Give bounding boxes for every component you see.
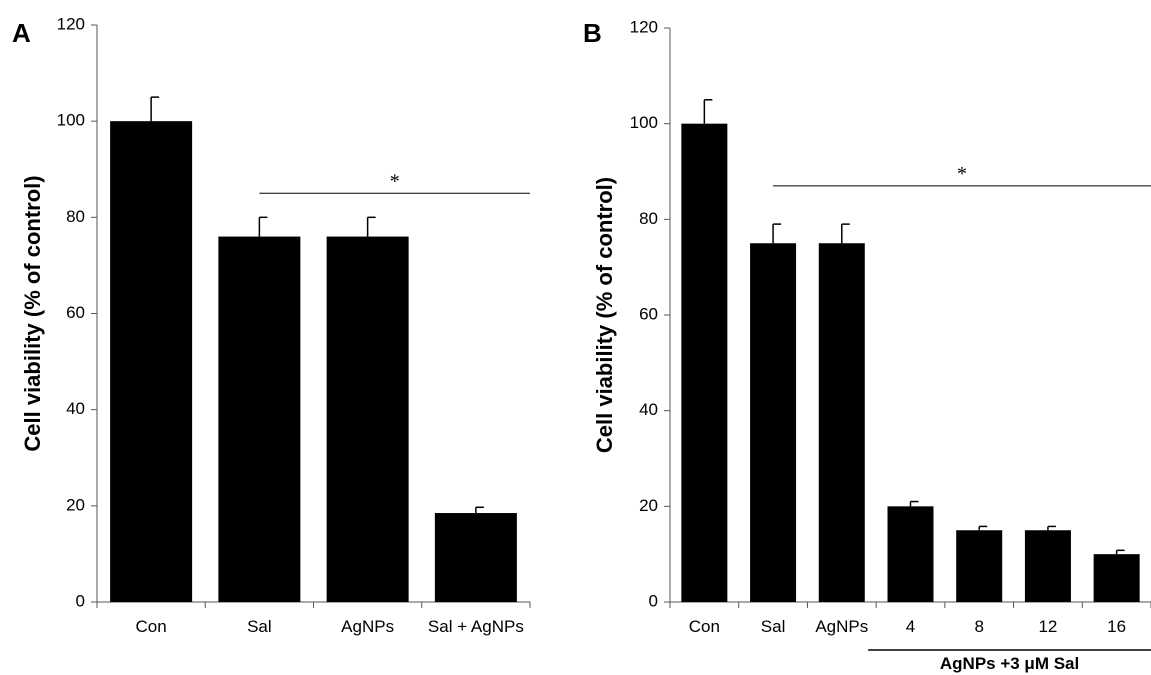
y-axis-title: Cell viability (% of control) <box>592 177 617 453</box>
y-tick-label: 80 <box>639 209 658 228</box>
bar <box>750 243 797 602</box>
bar <box>956 530 1003 602</box>
y-tick-label: 60 <box>639 304 658 323</box>
y-tick-label: 100 <box>630 113 658 132</box>
group-label: AgNPs +3 μM Sal <box>940 654 1079 673</box>
x-tick-label: AgNPs <box>815 617 868 636</box>
y-tick-label: 40 <box>639 400 658 419</box>
x-tick-label: 12 <box>1038 617 1057 636</box>
y-tick-label: 120 <box>57 14 85 33</box>
panel-b: B Cell viability (% of control) 0 20 40 60 80 1… <box>583 17 1151 673</box>
bar <box>110 121 193 603</box>
x-tick-label: Con <box>136 617 167 636</box>
y-tick-label: 0 <box>76 591 85 610</box>
x-tick-label: Sal <box>247 617 272 636</box>
panel-a: A Cell viability (% of control) 0 20 40 60 80 1… <box>12 14 531 636</box>
significance-star: * <box>957 163 967 185</box>
y-tick-label: 60 <box>66 303 85 322</box>
bar <box>818 243 865 602</box>
x-tick-label: 8 <box>974 617 983 636</box>
x-tick-label: Con <box>689 617 720 636</box>
y-tick-label: 20 <box>66 495 85 514</box>
significance-star: * <box>390 170 400 192</box>
x-tick-label: 4 <box>906 617 915 636</box>
y-axis-title: Cell viability (% of control) <box>20 175 45 451</box>
y-tick-label: 0 <box>649 591 658 610</box>
bar <box>1093 554 1140 602</box>
y-tick-label: 100 <box>57 111 85 130</box>
x-tick-label: 16 <box>1107 617 1126 636</box>
y-tick-label: 120 <box>630 17 658 36</box>
bar <box>434 513 517 602</box>
bar <box>218 236 301 603</box>
x-tick-label: Sal <box>761 617 786 636</box>
x-tick-label: AgNPs <box>341 617 394 636</box>
bar <box>1024 530 1071 602</box>
panel-label: A <box>12 18 31 48</box>
panel-label: B <box>583 18 602 48</box>
bar <box>887 506 934 602</box>
bar <box>681 123 728 603</box>
bar <box>326 236 409 603</box>
y-tick-label: 40 <box>66 399 85 418</box>
y-tick-label: 20 <box>639 496 658 515</box>
y-tick-label: 80 <box>66 207 85 226</box>
x-tick-label: Sal + AgNPs <box>428 617 524 636</box>
